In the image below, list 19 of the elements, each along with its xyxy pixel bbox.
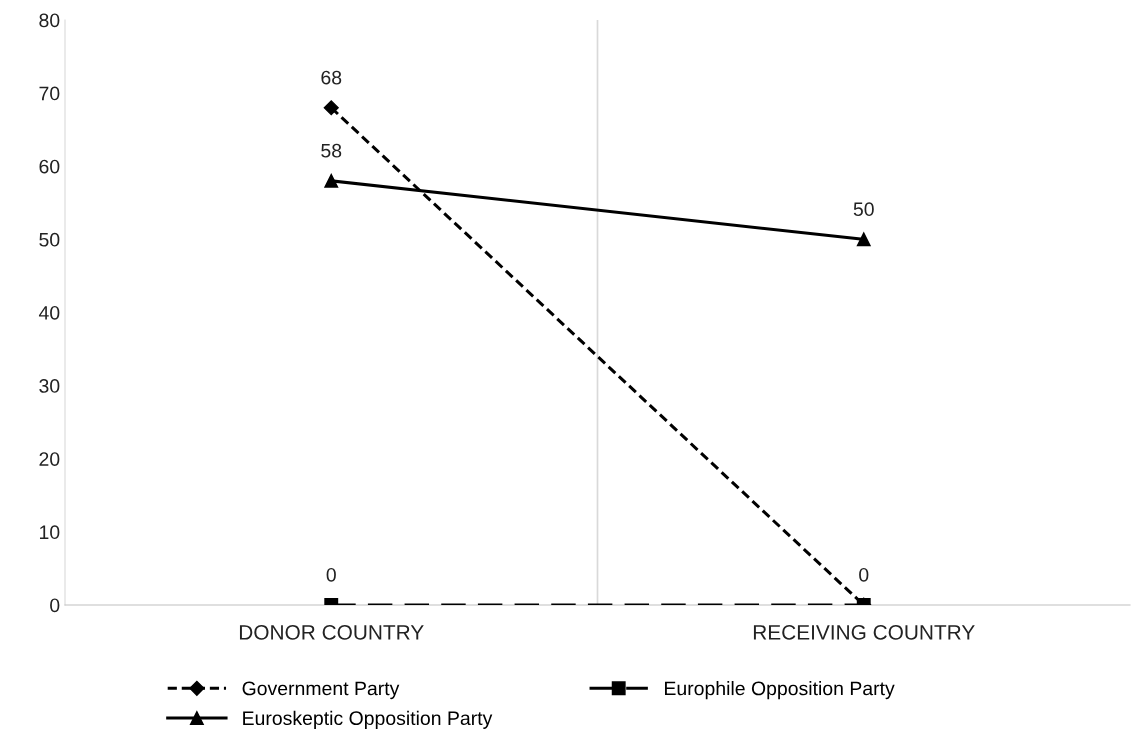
y-tick-label: 50 [39,232,60,247]
y-tick-label: 60 [39,159,60,174]
data-label: 50 [853,202,874,217]
y-tick-label: 0 [50,598,60,613]
data-label: 58 [321,143,342,158]
data-label: 68 [321,70,342,85]
y-tick-label: 20 [39,452,60,466]
legend-label: Europhile Opposition Party [665,681,895,700]
legend-label: Euroskeptic Opposition Party [243,710,493,729]
y-tick-label: 80 [39,13,60,28]
data-label: 0 [326,567,336,582]
legend-label: Government Party [242,681,400,700]
y-tick-label: 70 [39,86,60,101]
x-tick-label: RECEIVING COUNTRY [753,624,975,640]
y-tick-label: 30 [39,379,60,393]
y-tick-label: 10 [40,525,60,540]
x-tick-label: DONOR COUNTRY [239,624,424,640]
data-label: 0 [859,567,869,582]
y-tick-label: 40 [38,305,60,320]
